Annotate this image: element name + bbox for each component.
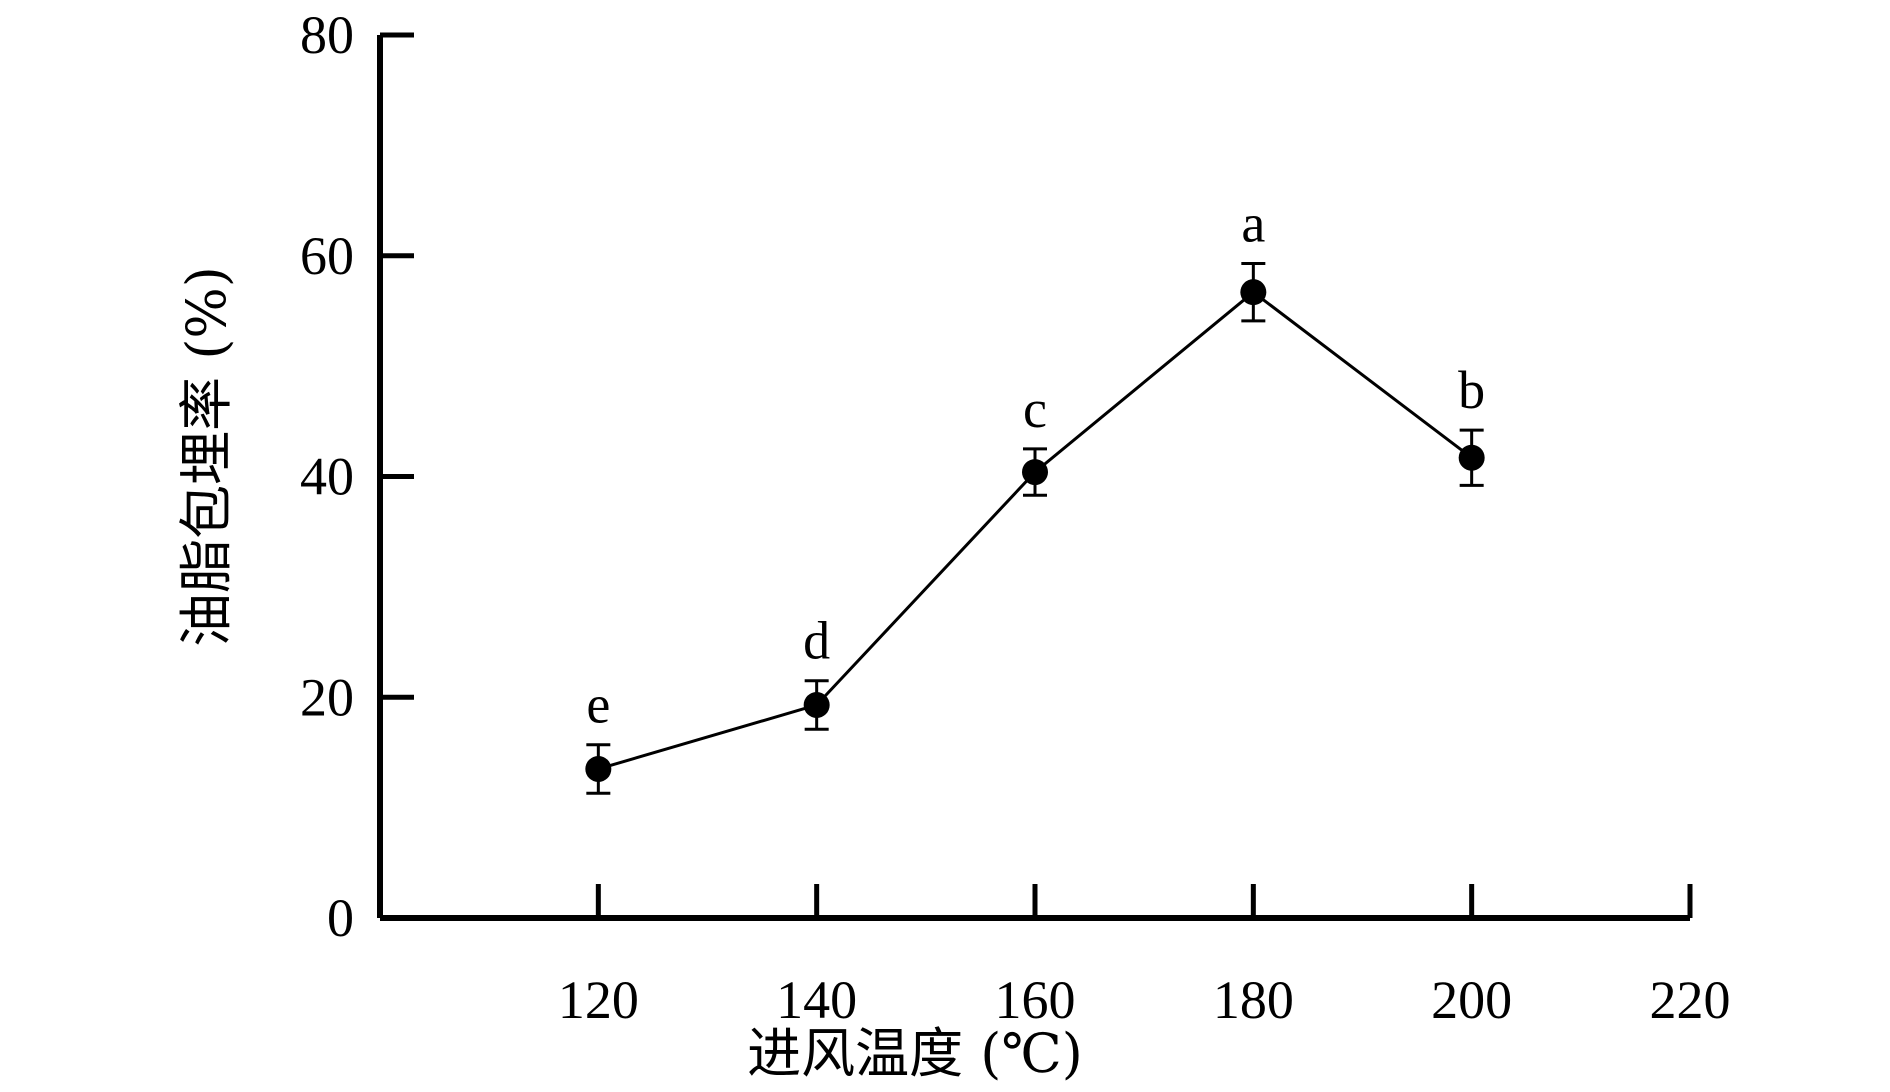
- y-tick-label: 0: [327, 888, 354, 948]
- y-tick-label: 20: [300, 667, 354, 727]
- y-ticks: 0 20 40 60 80: [300, 5, 414, 948]
- data-point: [803, 691, 830, 718]
- x-tick-label: 180: [1213, 970, 1294, 1030]
- x-tick-label: 140: [776, 970, 857, 1030]
- x-tick-label: 120: [558, 970, 639, 1030]
- x-tick-label: 200: [1431, 970, 1512, 1030]
- y-tick-label: 80: [300, 5, 354, 65]
- y-axis-title: 油脂包埋率 (%): [175, 266, 238, 647]
- x-ticks: 120 140 160 180 200 220: [558, 884, 1731, 1030]
- x-tick-label: 160: [995, 970, 1076, 1030]
- data-point: [1458, 444, 1485, 471]
- x-axis-title: 进风温度 (℃): [747, 1022, 1083, 1085]
- x-tick-label: 220: [1650, 970, 1731, 1030]
- data-point: [1240, 279, 1267, 306]
- series-line: [597, 290, 1473, 771]
- significance-label: b: [1458, 360, 1485, 420]
- y-tick-label: 40: [300, 447, 354, 507]
- significance-label: e: [586, 675, 610, 735]
- y-tick-label: 60: [300, 226, 354, 286]
- data-point: [1022, 459, 1048, 486]
- significance-label: c: [1023, 379, 1047, 439]
- series-layer: e d c a b: [585, 193, 1485, 795]
- data-point: [585, 755, 612, 782]
- significance-label: d: [803, 611, 830, 671]
- significance-label: a: [1241, 193, 1265, 253]
